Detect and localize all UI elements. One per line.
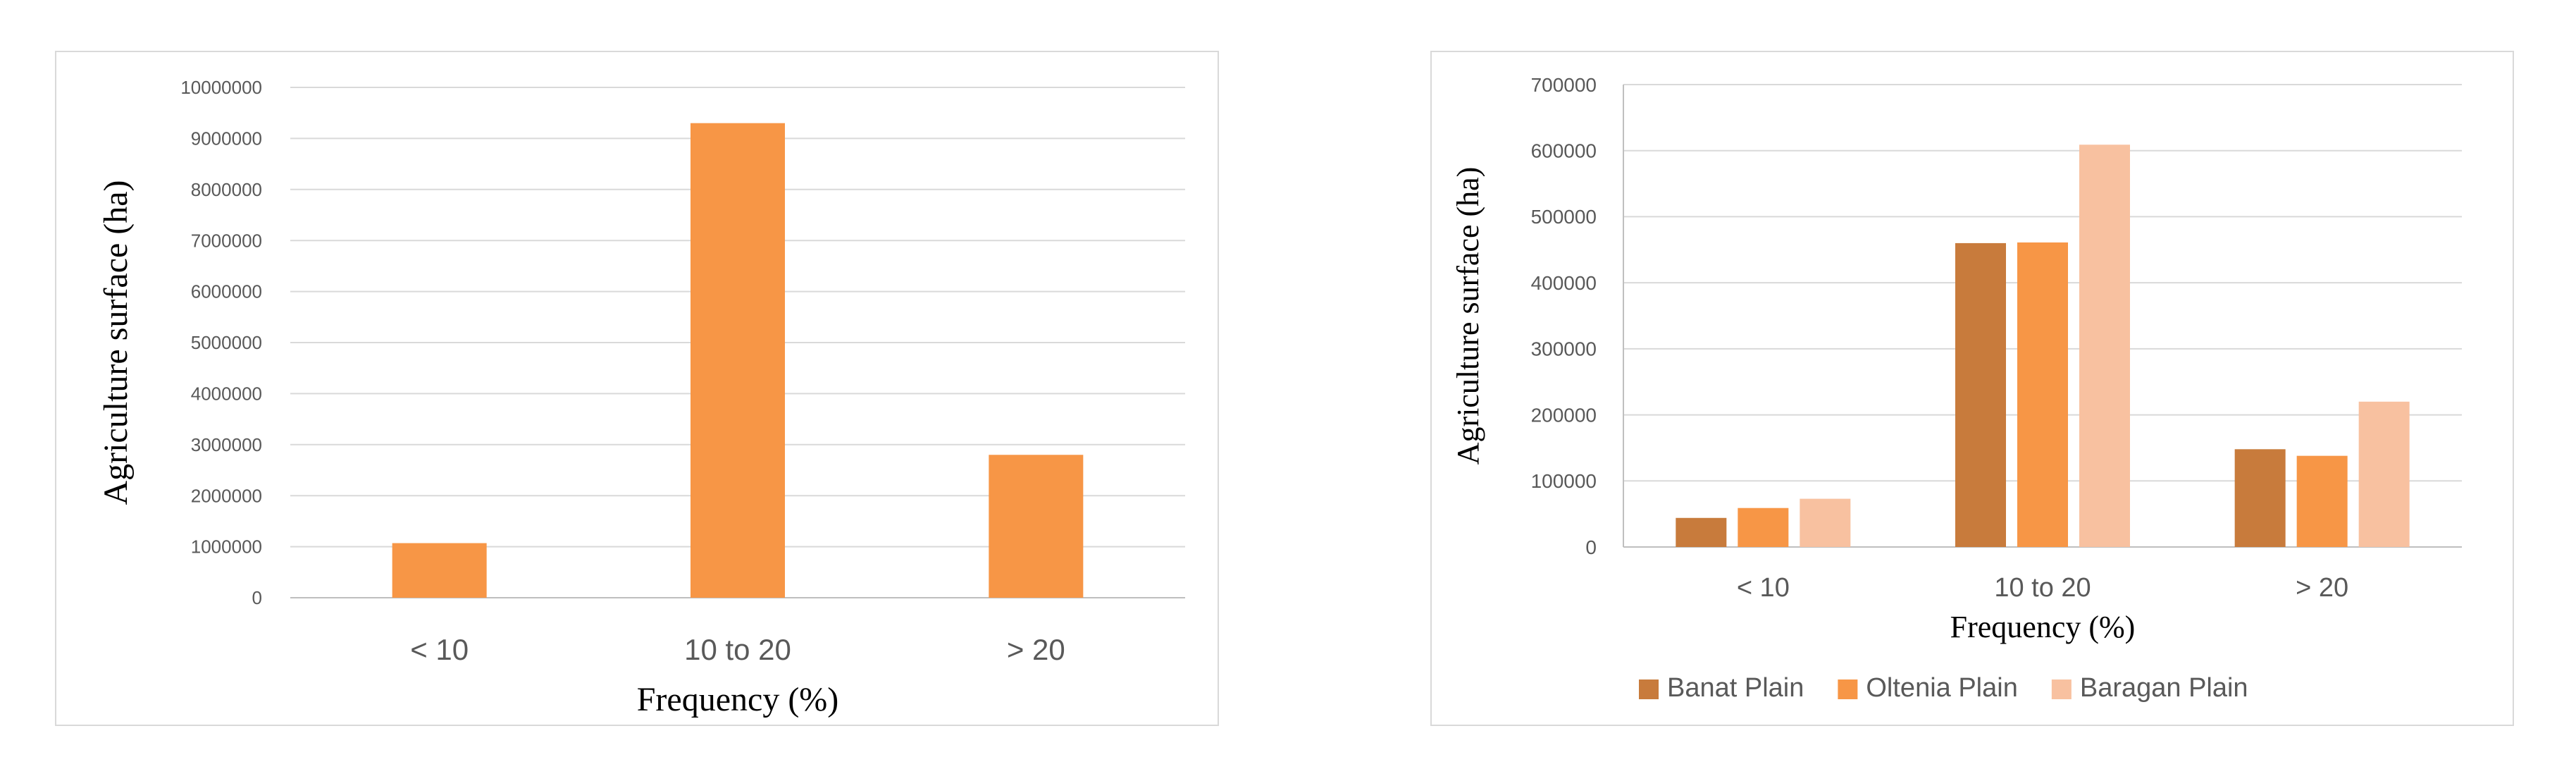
legend-swatch [1639, 679, 1659, 699]
y-tick-label: 300000 [1531, 338, 1597, 360]
x-tick-label: 10 to 20 [684, 633, 791, 666]
bar-cat0 [392, 543, 487, 598]
y-tick-label: 3000000 [191, 434, 262, 455]
bar-series2-cat1 [2079, 144, 2130, 547]
y-tick-label: 5000000 [191, 332, 262, 353]
legend-label: Baragan Plain [2080, 673, 2248, 703]
bar-cat2 [989, 455, 1084, 598]
bar-series0-cat1 [1955, 242, 2006, 547]
x-tick-label: < 10 [1737, 573, 1790, 603]
bar-series1-cat2 [2296, 455, 2348, 547]
legend-swatch [2051, 679, 2072, 699]
legend-swatch [1838, 679, 1858, 699]
y-tick-label: 2000000 [191, 485, 262, 506]
y-tick-label: 8000000 [191, 179, 262, 200]
chart-left: 0 1000000 2000000 3000000 4000000 5000000 6000… [55, 51, 1219, 726]
x-tick-label: > 20 [2296, 573, 2348, 603]
x-axis-title: Frequency (%) [637, 681, 839, 718]
y-tick-label: 10000000 [180, 77, 262, 98]
chart-left-svg: 0 1000000 2000000 3000000 4000000 5000000 6000… [97, 77, 1185, 718]
y-tick-label: 200000 [1531, 404, 1597, 426]
y-tick-label: 0 [252, 587, 262, 608]
x-tick-label: < 10 [410, 633, 469, 666]
y-axis-title: Agriculture surface (ha) [97, 180, 135, 505]
y-axis-title: Agriculture surface (ha) [1451, 167, 1485, 465]
y-tick-label: 4000000 [191, 383, 262, 405]
y-tick-label: 1000000 [191, 536, 262, 558]
y-tick-label: 600000 [1531, 140, 1597, 162]
y-tick-label: 700000 [1531, 74, 1597, 96]
x-axis-title: Frequency (%) [1950, 610, 2136, 644]
y-tick-label: 6000000 [191, 281, 262, 302]
x-tick-label: 10 to 20 [1994, 573, 2091, 603]
chart-right: 0 100000 200000 300000 400000 500000 600000 700… [1430, 51, 2514, 726]
y-tick-label: 7000000 [191, 230, 262, 251]
y-tick-label: 0 [1585, 536, 1597, 558]
x-tick-label: > 20 [1007, 633, 1065, 666]
bar-series0-cat2 [2234, 449, 2286, 547]
y-tick-label: 100000 [1531, 470, 1597, 492]
bar-series2-cat0 [1800, 498, 1851, 547]
bar-series2-cat2 [2358, 401, 2410, 547]
bar-cat1 [691, 123, 785, 598]
legend-label: Oltenia Plain [1866, 673, 2017, 703]
bar-series1-cat1 [2017, 242, 2068, 547]
y-tick-label: 9000000 [191, 128, 262, 149]
chart-right-svg: 0 100000 200000 300000 400000 500000 600000 700… [1451, 74, 2462, 703]
legend-label: Banat Plain [1667, 673, 1804, 703]
bar-series0-cat0 [1676, 517, 1727, 547]
bar-series1-cat0 [1738, 508, 1789, 547]
y-tick-label: 400000 [1531, 272, 1597, 294]
y-tick-label: 500000 [1531, 206, 1597, 228]
